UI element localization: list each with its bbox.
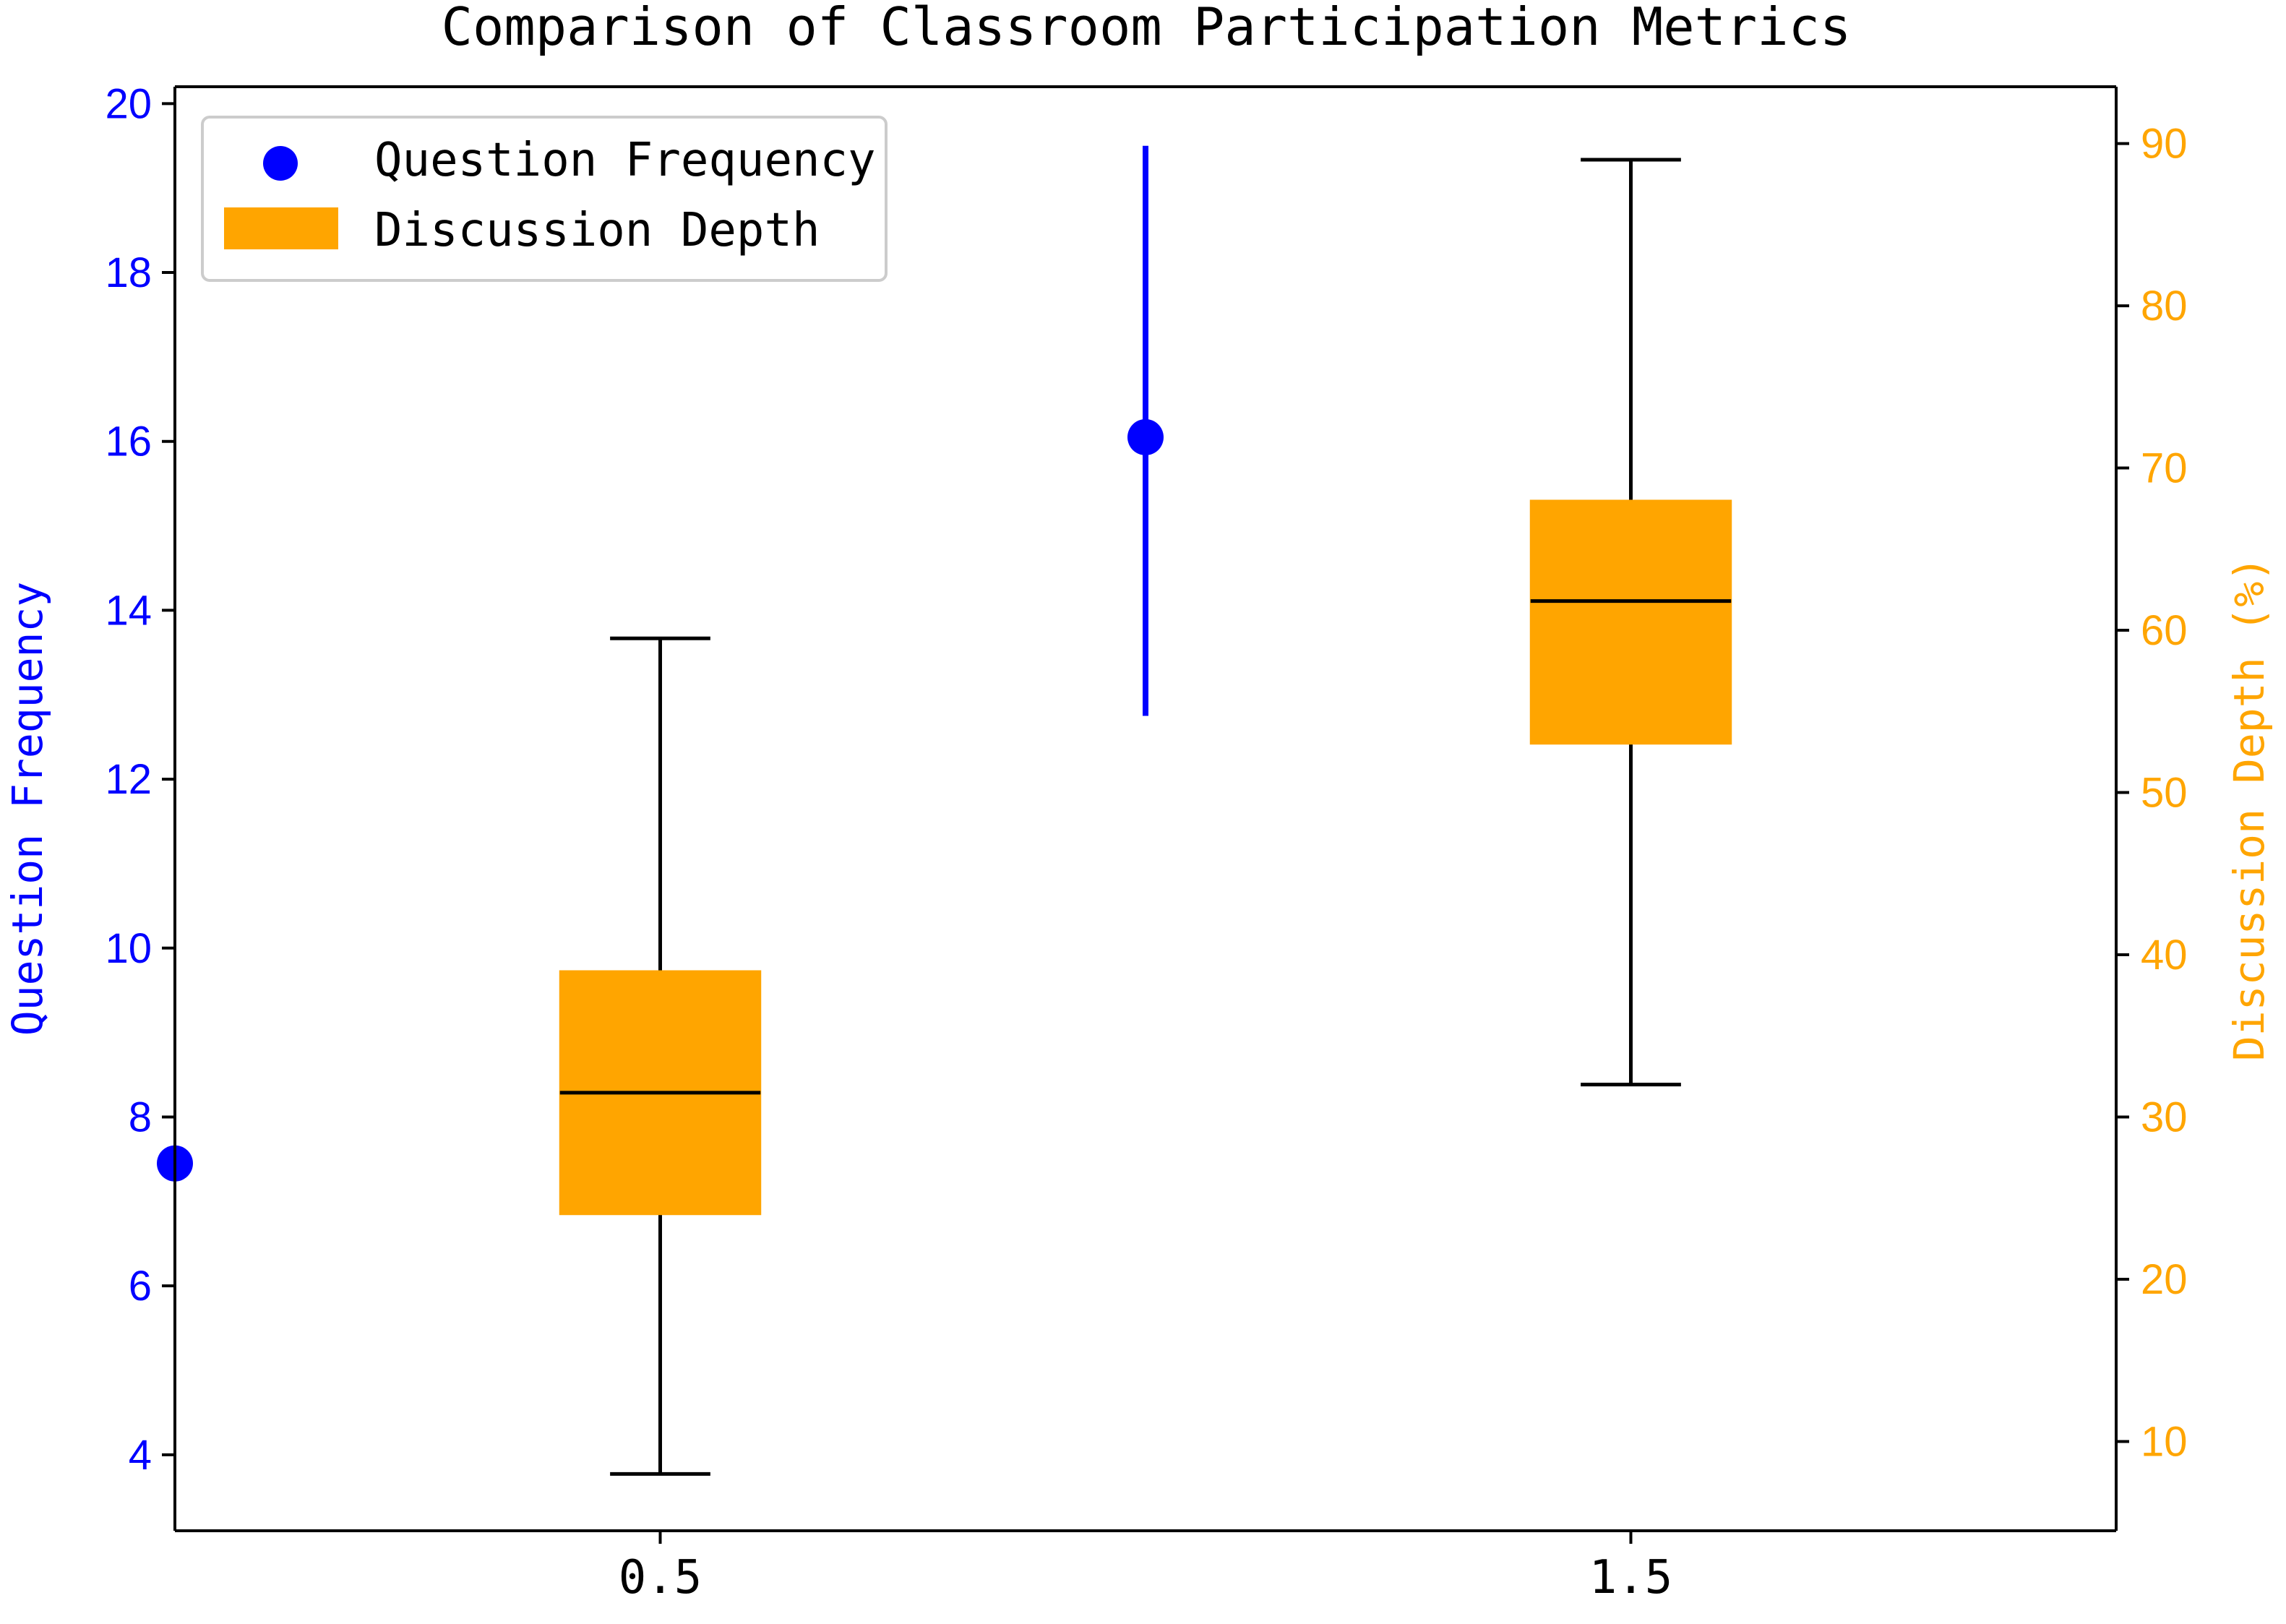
right-tick-label: 90 (2141, 121, 2188, 168)
right-tick-label: 10 (2141, 1419, 2188, 1466)
left-tick-label: 4 (129, 1432, 152, 1479)
left-axis-label: Question Frequency (3, 582, 52, 1036)
right-tick-label: 70 (2141, 445, 2188, 492)
x-tick-label: 0.5 (619, 1551, 702, 1604)
legend-discussion-depth-marker (224, 207, 338, 249)
left-tick-label: 20 (105, 80, 152, 127)
left-tick-label: 6 (129, 1263, 152, 1310)
left-tick-label: 16 (105, 418, 152, 465)
right-axis-label: Discussion Depth (%) (2225, 557, 2274, 1061)
right-tick-label: 80 (2141, 283, 2188, 330)
right-tick-label: 20 (2141, 1256, 2188, 1303)
right-tick-label: 30 (2141, 1094, 2188, 1141)
box-body (1529, 499, 1732, 745)
box-series (559, 158, 1732, 1476)
left-tick-label: 12 (105, 756, 152, 803)
point-series (157, 145, 1164, 1182)
legend-question-frequency-marker (263, 146, 298, 181)
right-tick-label: 40 (2141, 932, 2188, 979)
left-axis-ticks: 4 6 8 10 12 14 16 18 20 (105, 80, 175, 1479)
right-tick-label: 60 (2141, 607, 2188, 654)
legend-frame (201, 116, 888, 282)
x-axis-ticks: 0.5 1.5 (619, 1531, 1673, 1604)
data-point (1127, 418, 1164, 455)
left-tick-label: 18 (105, 249, 152, 296)
right-axis-ticks: 10 20 30 40 50 60 70 80 90 (2116, 121, 2188, 1466)
left-tick-label: 14 (105, 587, 152, 634)
legend-question-frequency-label: Question Frequency (374, 134, 876, 187)
left-tick-label: 8 (129, 1094, 152, 1140)
x-tick-label: 1.5 (1589, 1551, 1673, 1604)
left-tick-label: 10 (105, 925, 152, 972)
right-tick-label: 50 (2141, 770, 2188, 817)
chart-title: Comparison of Classroom Participation Me… (442, 0, 1852, 57)
legend-discussion-depth-label: Discussion Depth (374, 204, 820, 257)
legend: Question Frequency Discussion Depth (201, 116, 888, 282)
